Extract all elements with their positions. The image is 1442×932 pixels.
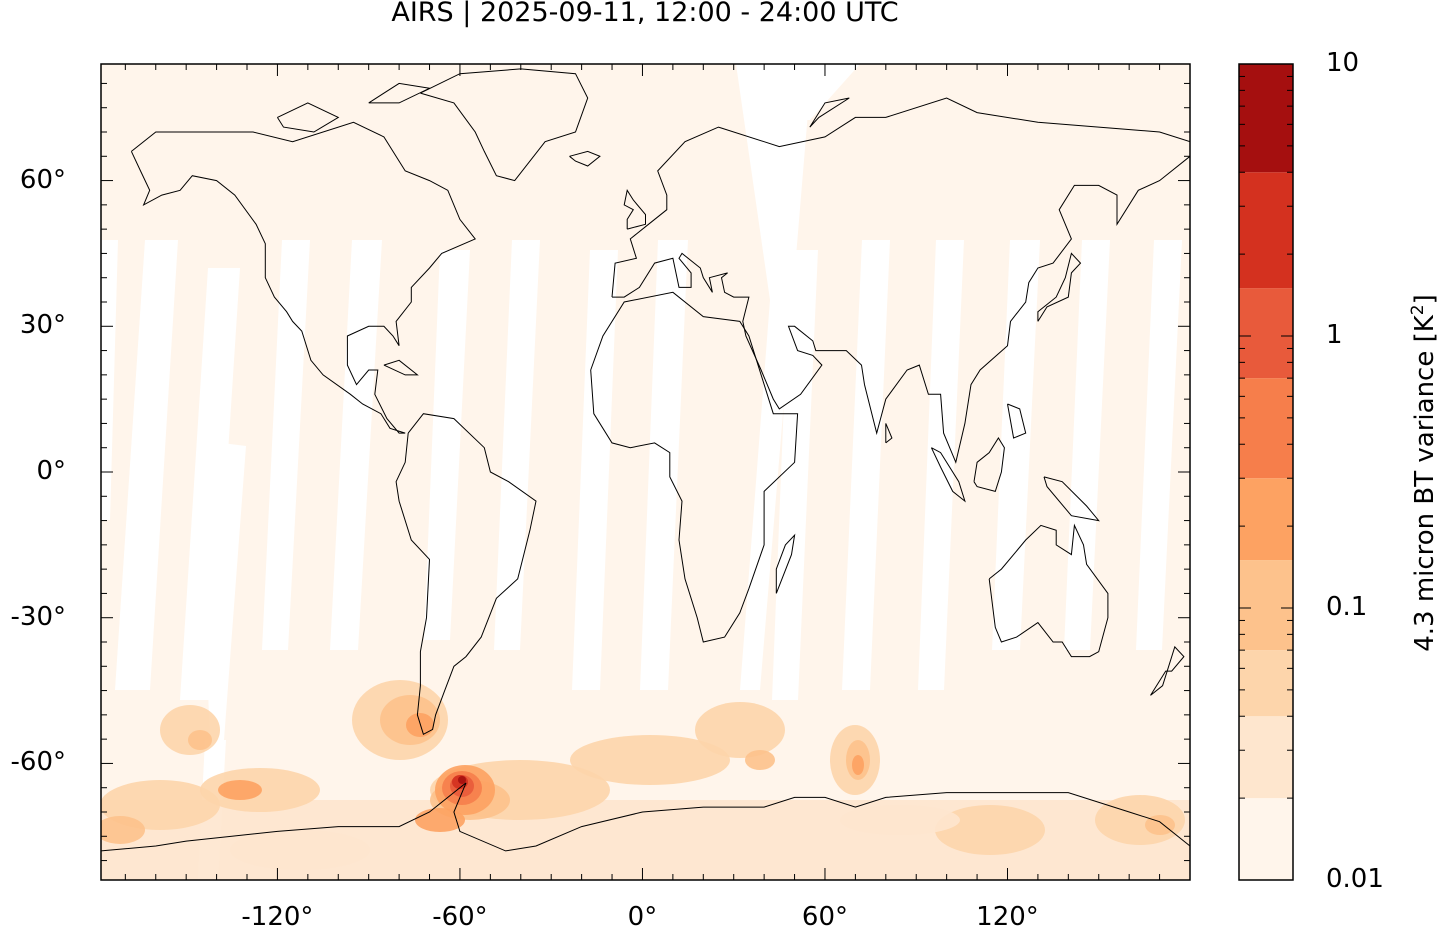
coastline <box>1007 403 1027 439</box>
coastline <box>101 782 1190 852</box>
x-tick-label: 60° <box>801 902 849 932</box>
coastline <box>611 97 1190 464</box>
colorbar-bin <box>1239 560 1293 651</box>
activity-region <box>230 830 370 870</box>
colorbar-bin <box>1239 288 1293 379</box>
x-tick-label: -120° <box>241 902 314 932</box>
activity-region <box>101 816 145 844</box>
y-tick-label: 0° <box>36 456 66 486</box>
x-tick-label: 120° <box>976 902 1039 932</box>
coastline <box>623 188 646 230</box>
colorbar-tick-label: 10 <box>1326 48 1360 78</box>
x-tick-label: 0° <box>627 902 658 932</box>
data-gap-swath <box>842 240 890 690</box>
data-gap-swath <box>101 240 118 520</box>
data-gap-swath <box>736 64 812 690</box>
colorbar-bin <box>1239 798 1293 880</box>
activity-region <box>458 776 466 784</box>
data-gap-swath <box>262 240 310 650</box>
colorbar-label: 4.3 micron BT variance [K2] <box>1408 294 1440 652</box>
coastline <box>930 447 966 503</box>
coastline <box>383 359 419 376</box>
activity-region <box>188 730 212 750</box>
y-tick-label: 30° <box>19 310 66 341</box>
data-gap-swath <box>572 250 618 690</box>
colorbar-bin <box>1239 716 1293 799</box>
data-gap-swath <box>772 250 818 700</box>
colorbar <box>1238 63 1294 881</box>
data-gap-swath <box>750 64 860 120</box>
y-tick-label: -60° <box>10 747 66 778</box>
colorbar-tick-label: 1 <box>1326 320 1343 350</box>
activity-region <box>840 805 960 835</box>
activity-region <box>570 735 730 785</box>
data-gap-swath <box>424 250 470 640</box>
coastline <box>885 423 893 444</box>
colorbar-tick-label: 0.1 <box>1326 592 1368 622</box>
data-gap-swath <box>494 240 540 650</box>
coastline <box>395 413 537 736</box>
coastline <box>130 121 476 434</box>
activity-region <box>415 808 465 832</box>
coastline <box>988 523 1109 658</box>
map-axes <box>100 63 1191 881</box>
coastline <box>809 97 850 128</box>
data-gap-swath <box>640 240 688 690</box>
colorbar-bin <box>1239 650 1293 717</box>
activity-region <box>160 705 220 755</box>
activity-region <box>406 713 434 737</box>
activity-region <box>852 755 864 775</box>
colorbar-bin <box>1239 378 1293 479</box>
y-tick-label: 60° <box>19 164 66 195</box>
activity-region <box>1145 815 1175 835</box>
coastline <box>1037 252 1082 322</box>
colorbar-frame <box>1238 63 1294 881</box>
map-area <box>101 64 1190 880</box>
colorbar-tick-label: 0.01 <box>1326 864 1384 894</box>
coastline <box>569 150 601 167</box>
activity-region <box>695 702 785 758</box>
activity-region <box>745 750 775 770</box>
colorbar-bin <box>1239 64 1293 173</box>
data-gap-swath <box>992 240 1040 650</box>
plot-title: AIRS | 2025-09-11, 12:00 - 24:00 UTC <box>391 0 899 28</box>
coastline <box>368 82 432 104</box>
data-gap-swath <box>918 240 964 690</box>
activity-region <box>935 805 1045 855</box>
coastline <box>276 102 340 133</box>
data-gap-swath <box>198 440 246 740</box>
colorbar-bin <box>1239 172 1293 289</box>
data-gap-swath <box>1064 240 1110 650</box>
coastline <box>1043 476 1100 522</box>
coastline <box>590 291 799 643</box>
y-tick-label: -30° <box>10 601 66 632</box>
coastline <box>775 533 796 594</box>
x-tick-label: -60° <box>432 902 488 932</box>
coastline <box>973 437 1005 493</box>
data-gap-swath <box>330 240 382 650</box>
colorbar-bin <box>1239 478 1293 561</box>
activity-region <box>218 780 262 800</box>
data-gap-swath <box>115 240 178 690</box>
coastline <box>1150 645 1185 696</box>
data-gap-swath <box>1136 240 1182 650</box>
